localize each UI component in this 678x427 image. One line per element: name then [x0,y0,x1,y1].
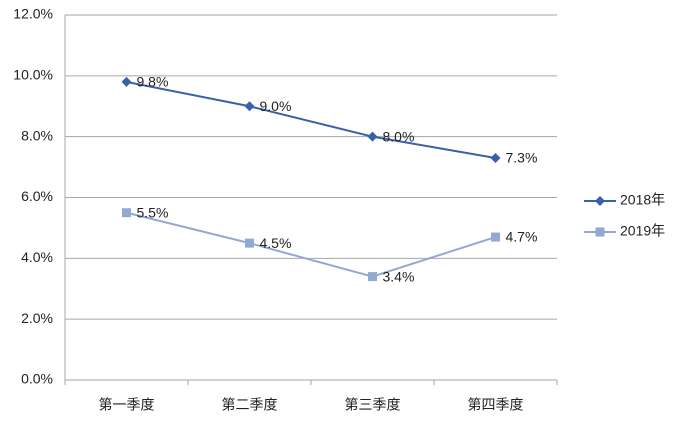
y-tick-label: 0.0% [21,371,53,387]
series-line [126,80,496,159]
data-label: 8.0% [383,128,415,144]
y-tick-label: 12.0% [13,6,53,22]
data-label: 9.0% [260,98,292,114]
data-label: 5.5% [137,204,169,220]
x-tick-label: 第一季度 [99,397,155,413]
legend-label: 2018年 [620,192,665,208]
data-label: 9.8% [137,74,169,90]
y-tick-label: 10.0% [13,67,53,83]
marker [121,76,132,87]
marker [122,208,131,218]
legend-label: 2019年 [620,223,665,239]
marker [491,232,500,242]
data-label: 4.7% [506,229,538,245]
marker [595,196,605,206]
series-line [126,211,496,278]
data-label: 4.5% [260,235,292,251]
y-tick-label: 6.0% [21,188,53,204]
y-tick-label: 8.0% [21,127,53,143]
data-label: 7.3% [506,150,538,166]
y-tick-label: 2.0% [21,310,53,326]
marker [490,152,501,163]
x-tick-label: 第三季度 [345,397,401,413]
marker [368,272,377,282]
marker [367,131,378,142]
data-label: 3.4% [383,268,415,284]
marker [245,238,254,248]
y-tick-label: 4.0% [21,249,53,265]
x-tick-label: 第二季度 [222,397,278,413]
marker [595,227,605,237]
x-tick-label: 第四季度 [468,397,524,413]
marker [244,101,255,112]
